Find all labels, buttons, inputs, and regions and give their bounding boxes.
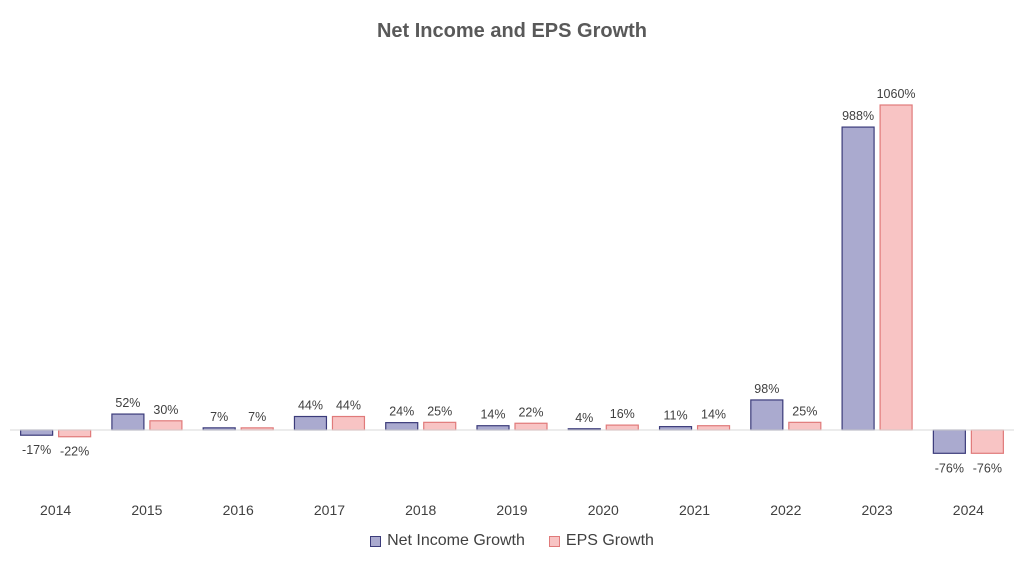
bar-eps-2014 <box>58 429 92 438</box>
data-label-eps-2021: 14% <box>701 408 726 422</box>
data-label-net-income-2023: 988% <box>842 109 874 123</box>
data-label-net-income-2019: 14% <box>480 408 505 422</box>
bar-eps-2021 <box>696 425 731 431</box>
bar-eps-2023 <box>879 104 913 431</box>
bar-net-income-2022 <box>750 399 784 431</box>
data-label-eps-2016: 7% <box>248 410 266 424</box>
bar-net-income-2017 <box>293 415 328 431</box>
data-label-net-income-2020: 4% <box>575 411 593 425</box>
data-label-net-income-2015: 52% <box>115 396 140 410</box>
legend-swatch-net-income <box>370 535 382 547</box>
data-label-net-income-2022: 98% <box>754 382 779 396</box>
bar-net-income-2015 <box>111 413 145 431</box>
data-label-eps-2014: -22% <box>60 445 89 459</box>
data-label-eps-2015: 30% <box>153 403 178 417</box>
x-tick-2020: 2020 <box>588 502 619 518</box>
x-tick-2024: 2024 <box>953 502 984 518</box>
x-tick-2017: 2017 <box>314 502 345 518</box>
data-label-net-income-2014: -17% <box>22 443 51 457</box>
data-label-net-income-2017: 44% <box>298 399 323 413</box>
legend-swatch-eps <box>548 535 560 547</box>
bar-net-income-2014 <box>20 429 54 436</box>
bar-net-income-2024 <box>932 429 966 454</box>
chart-title: Net Income and EPS Growth <box>376 20 648 42</box>
bar-net-income-2019 <box>476 425 510 431</box>
data-label-net-income-2016: 7% <box>210 410 228 424</box>
data-label-eps-2020: 16% <box>610 407 635 421</box>
bar-net-income-2021 <box>658 426 693 431</box>
bar-net-income-2023 <box>841 126 875 431</box>
data-label-eps-2019: 22% <box>518 405 543 419</box>
bar-eps-2018 <box>423 421 457 431</box>
x-tick-2019: 2019 <box>496 502 527 518</box>
x-tick-2023: 2023 <box>862 502 893 518</box>
bar-eps-2020 <box>605 424 639 431</box>
legend-label-eps: EPS Growth <box>565 532 654 549</box>
data-label-net-income-2024: -76% <box>935 461 964 475</box>
bar-eps-2022 <box>788 421 822 431</box>
legend-item-eps: EPS Growth <box>548 532 654 550</box>
data-label-net-income-2018: 24% <box>389 405 414 419</box>
data-label-eps-2022: 25% <box>792 404 817 418</box>
x-tick-2015: 2015 <box>131 502 162 518</box>
x-tick-2018: 2018 <box>405 502 436 518</box>
bar-eps-2019 <box>514 422 548 431</box>
data-label-eps-2017: 44% <box>336 399 361 413</box>
data-label-eps-2023: 1060% <box>877 87 916 101</box>
bar-eps-2015 <box>149 420 183 431</box>
legend-item-net-income: Net Income Growth <box>370 532 525 550</box>
x-tick-2022: 2022 <box>770 502 801 518</box>
legend-label-net-income: Net Income Growth <box>387 532 525 549</box>
data-label-net-income-2021: 11% <box>663 409 687 423</box>
bar-net-income-2018 <box>385 422 419 431</box>
x-tick-2016: 2016 <box>223 502 254 518</box>
data-label-eps-2024: -76% <box>973 461 1002 475</box>
legend: Net Income Growth EPS Growth <box>0 532 1024 550</box>
x-tick-2021: 2021 <box>679 502 710 518</box>
data-label-eps-2018: 25% <box>427 404 452 418</box>
bar-eps-2017 <box>331 415 366 431</box>
bar-eps-2024 <box>970 429 1004 454</box>
x-tick-2014: 2014 <box>40 502 71 518</box>
